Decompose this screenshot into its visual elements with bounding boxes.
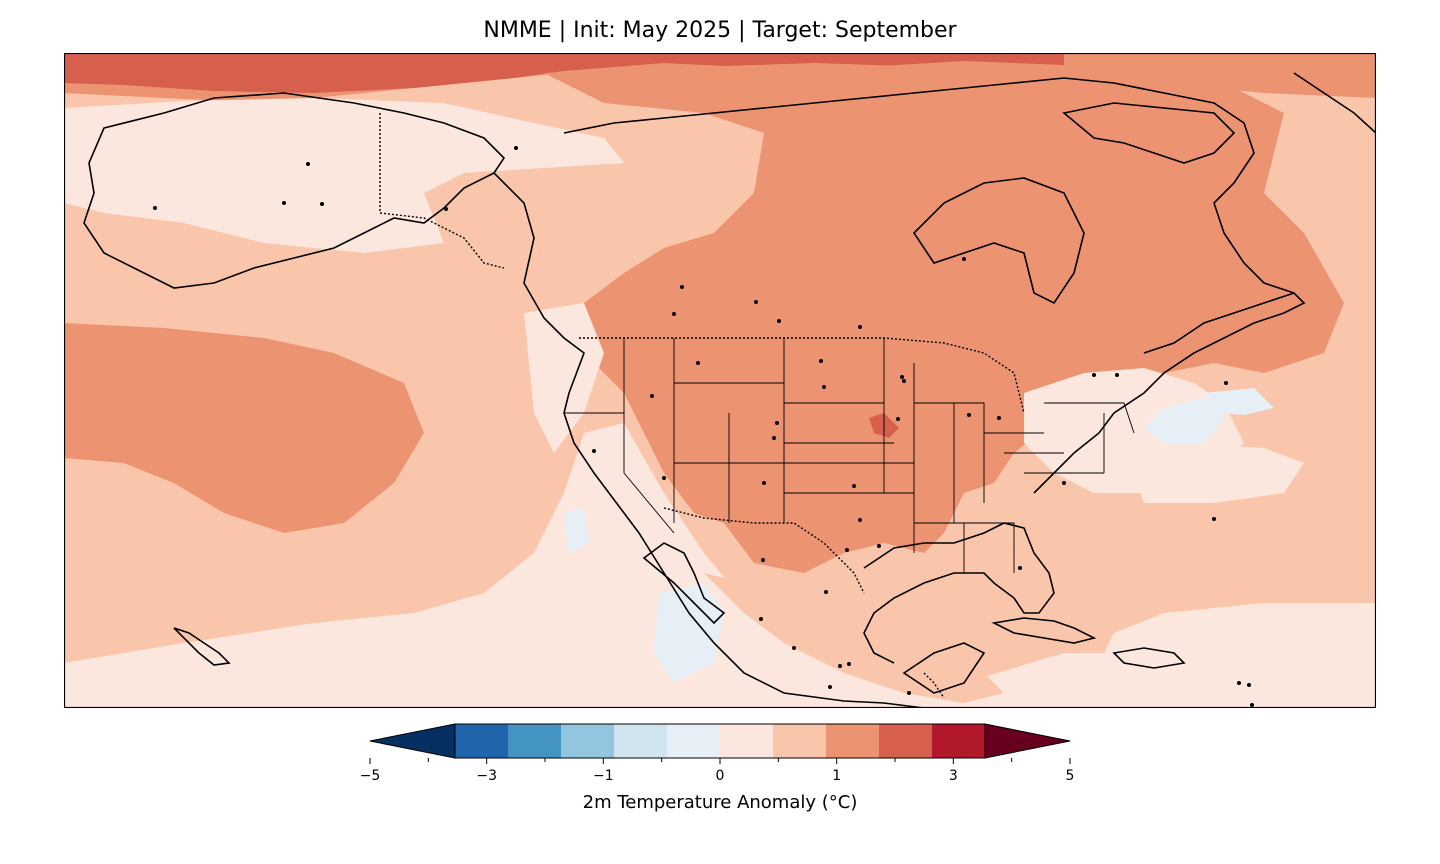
colorbar-cell xyxy=(455,724,509,758)
colorbar-tick-label: 3 xyxy=(949,768,958,784)
anomaly-contour-caribbean xyxy=(1004,618,1114,653)
anomaly-contour-pacific-pale-2 xyxy=(524,303,604,453)
country-borders xyxy=(379,113,1025,699)
colorbar-tick-label: 0 xyxy=(716,768,725,784)
anomaly-contour-pacific-pale xyxy=(64,423,1376,708)
colorbar-tick-label: −3 xyxy=(476,768,497,784)
colorbar-cell xyxy=(667,724,721,758)
colorbar: −5 −3 −1 0 1 3 5 xyxy=(360,723,1074,784)
city-markers xyxy=(153,146,1254,707)
map-frame xyxy=(64,53,1376,708)
anomaly-map xyxy=(64,53,1376,708)
anomaly-contour-gulf-cool xyxy=(654,583,724,683)
colorbar-tick-label: −1 xyxy=(593,768,614,784)
colorbar-label: 2m Temperature Anomaly (°C) xyxy=(582,792,858,813)
colorbar-cell xyxy=(879,724,933,758)
anomaly-contour-atlantic-cool xyxy=(1144,398,1224,443)
anomaly-contour-pacific-warm xyxy=(64,323,424,533)
anomaly-contour-mexico xyxy=(704,573,1004,703)
anomaly-contour-canada-conus xyxy=(544,63,1344,573)
colorbar-tick-label: −5 xyxy=(360,768,380,784)
colorbar-extend-min xyxy=(369,723,456,759)
anomaly-contour-atlantic-pale xyxy=(1124,443,1304,503)
colorbar-cell xyxy=(932,724,986,758)
colorbar-cell xyxy=(614,724,668,758)
colorbar-tick-label: 1 xyxy=(832,768,841,784)
anomaly-contour-pacific-cool xyxy=(564,508,589,553)
colorbar-extend-max xyxy=(984,723,1071,759)
colorbar-cell xyxy=(826,724,880,758)
state-boundaries xyxy=(564,338,1135,573)
anomaly-contour-atlantic-cool-2 xyxy=(1204,388,1274,415)
colorbar-cells xyxy=(369,723,1071,759)
colorbar-tick-label: 5 xyxy=(1066,768,1075,784)
colorbar-ticks: −5 −3 −1 0 1 3 5 xyxy=(360,758,1074,784)
colorbar-cell xyxy=(773,724,827,758)
colorbar-cell xyxy=(720,724,774,758)
anomaly-contour-alaska xyxy=(64,98,624,253)
colorbar-cell xyxy=(561,724,615,758)
colorbar-cell xyxy=(508,724,562,758)
map-title: NMME | Init: May 2025 | Target: Septembe… xyxy=(483,18,957,43)
coastlines xyxy=(83,72,1376,708)
